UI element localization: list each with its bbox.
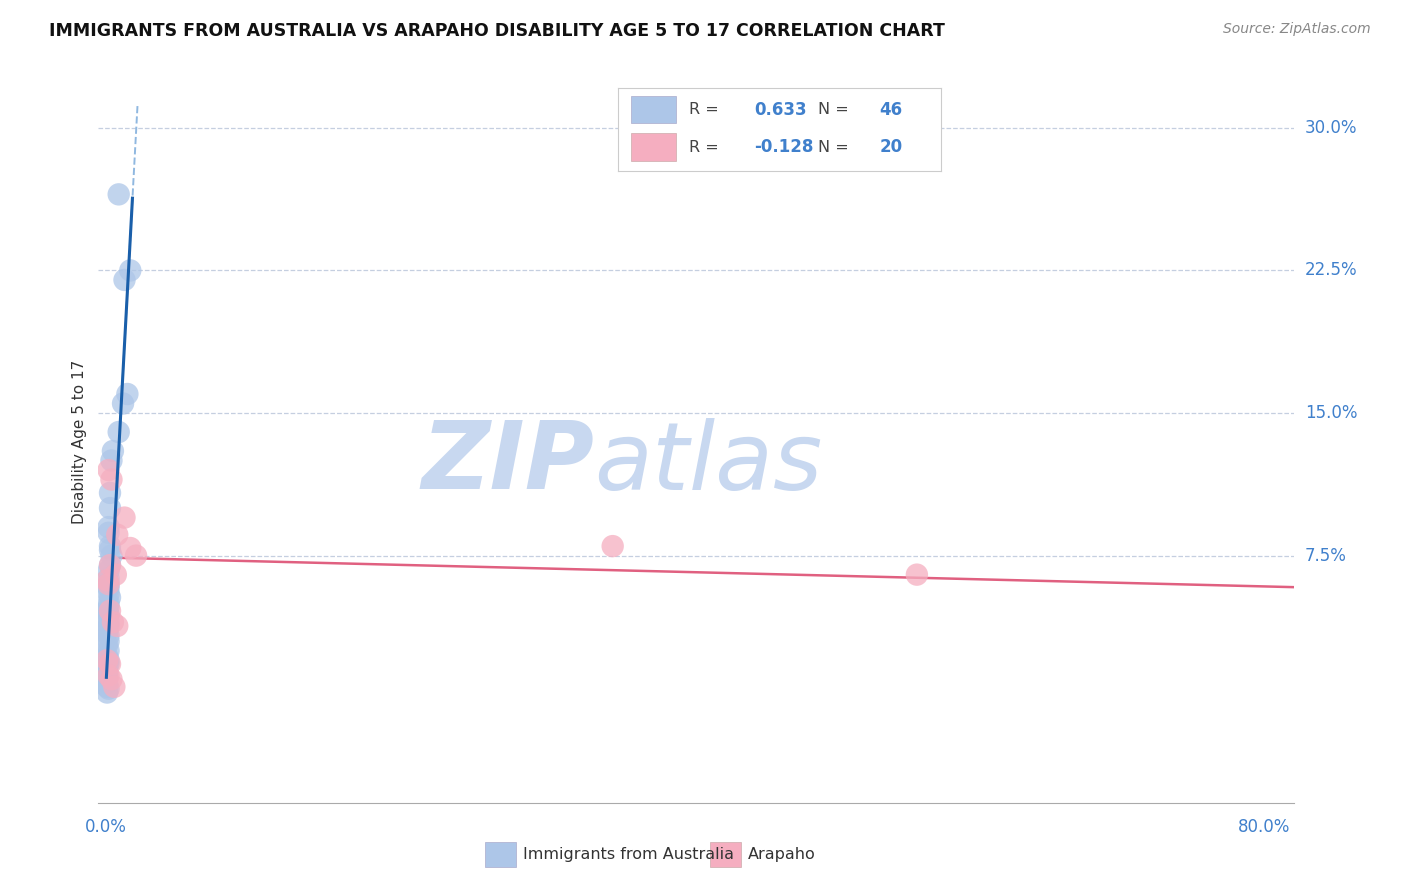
Text: 15.0%: 15.0% [1305, 404, 1357, 422]
Point [96, 668, 118, 682]
Point [98, 542, 121, 557]
Point [96, 604, 118, 618]
Point [107, 425, 129, 439]
Point [96, 623, 118, 637]
Point [112, 396, 135, 410]
Point [97, 571, 120, 585]
Point [96, 638, 118, 652]
Point [100, 473, 122, 487]
Point [97, 564, 120, 578]
Point [105, 527, 128, 541]
Point [97, 525, 120, 540]
Point [98, 591, 121, 605]
Text: IMMIGRANTS FROM AUSTRALIA VS ARAPAHO DISABILITY AGE 5 TO 17 CORRELATION CHART: IMMIGRANTS FROM AUSTRALIA VS ARAPAHO DIS… [49, 22, 945, 40]
Point [97, 615, 120, 630]
Point [97, 577, 120, 591]
Point [96, 649, 118, 664]
Point [98, 486, 121, 500]
Point [97, 668, 120, 682]
Point [97, 599, 120, 614]
Point [98, 558, 121, 573]
Point [117, 387, 139, 401]
Point [103, 680, 125, 694]
Point [97, 596, 120, 610]
Point [905, 567, 928, 582]
Point [98, 558, 121, 573]
Text: ZIP: ZIP [422, 417, 595, 509]
Point [96, 611, 118, 625]
Point [97, 581, 120, 595]
Point [96, 661, 118, 675]
Point [114, 273, 136, 287]
Point [96, 574, 118, 588]
Point [100, 672, 122, 686]
Point [97, 577, 120, 591]
Text: 30.0%: 30.0% [1305, 119, 1357, 136]
Point [125, 549, 148, 563]
Point [120, 263, 142, 277]
Point [97, 628, 120, 642]
Point [96, 680, 118, 694]
Point [96, 665, 118, 679]
Point [98, 501, 121, 516]
Point [100, 453, 122, 467]
Y-axis label: Disability Age 5 to 17: Disability Age 5 to 17 [72, 359, 87, 524]
Point [96, 676, 118, 690]
Text: 80.0%: 80.0% [1239, 818, 1291, 836]
Point [98, 657, 121, 671]
Point [97, 657, 120, 671]
Point [101, 615, 124, 630]
Point [114, 510, 136, 524]
Text: Immigrants from Australia: Immigrants from Australia [523, 847, 734, 862]
Text: Source: ZipAtlas.com: Source: ZipAtlas.com [1223, 22, 1371, 37]
Point [97, 681, 120, 696]
Text: Arapaho: Arapaho [748, 847, 815, 862]
Point [100, 549, 122, 563]
Point [98, 539, 121, 553]
Point [96, 685, 118, 699]
Point [97, 463, 120, 477]
Point [97, 520, 120, 534]
Point [107, 187, 129, 202]
Point [97, 634, 120, 648]
Point [96, 624, 118, 639]
Point [105, 619, 128, 633]
Point [602, 539, 624, 553]
Point [96, 672, 118, 686]
Text: atlas: atlas [595, 417, 823, 508]
Point [97, 643, 120, 657]
Point [97, 619, 120, 633]
Point [120, 541, 142, 555]
Point [101, 444, 124, 458]
Point [104, 567, 127, 582]
Point [97, 607, 120, 622]
Text: 7.5%: 7.5% [1305, 547, 1347, 565]
Point [97, 653, 120, 667]
Point [96, 653, 118, 667]
Point [98, 604, 121, 618]
Text: 0.0%: 0.0% [84, 818, 127, 836]
Point [97, 587, 120, 601]
Text: 22.5%: 22.5% [1305, 261, 1357, 279]
